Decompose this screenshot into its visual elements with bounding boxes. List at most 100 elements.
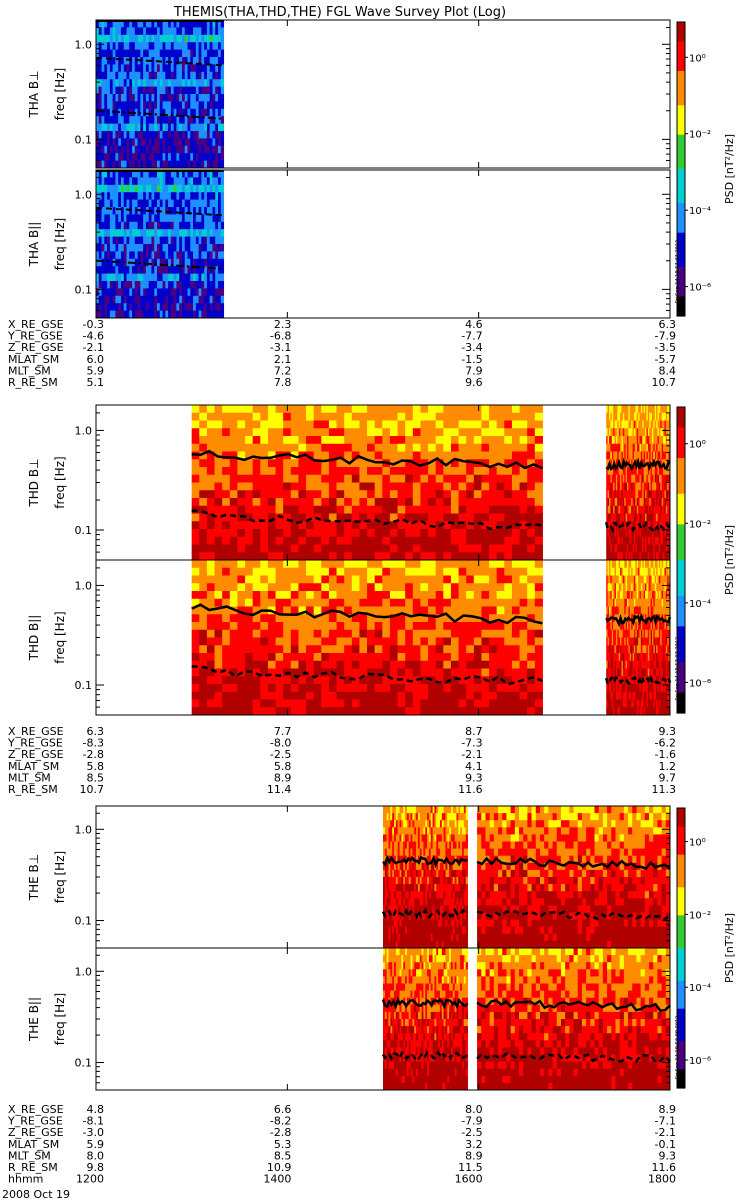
heatmap-cell bbox=[154, 123, 158, 132]
heatmap-cell bbox=[635, 451, 638, 460]
heatmap-cell bbox=[162, 273, 166, 282]
heatmap-cell bbox=[511, 412, 521, 421]
heatmap-cell bbox=[519, 668, 528, 677]
heatmap-cell bbox=[389, 629, 399, 638]
heatmap-cell bbox=[209, 123, 213, 132]
heatmap-cell bbox=[519, 691, 528, 700]
heatmap-cell bbox=[222, 699, 231, 708]
heatmap-cell bbox=[458, 707, 467, 716]
heatmap-cell bbox=[610, 575, 613, 584]
heatmap-cell bbox=[466, 699, 475, 708]
heatmap-cell bbox=[209, 94, 213, 102]
heatmap-cell bbox=[450, 575, 460, 584]
heatmap-cell bbox=[206, 420, 216, 429]
heatmap-cell bbox=[397, 598, 406, 607]
heatmap-cell bbox=[275, 544, 284, 553]
heatmap-cell bbox=[120, 199, 125, 208]
heatmap-cell bbox=[359, 567, 368, 576]
heatmap-cell bbox=[96, 71, 100, 80]
heatmap-cell bbox=[397, 552, 406, 561]
heatmap-cell bbox=[137, 131, 141, 139]
heatmap-cell bbox=[198, 160, 202, 169]
heatmap-cell bbox=[140, 221, 144, 230]
heatmap-cell bbox=[649, 498, 652, 507]
heatmap-cell bbox=[176, 288, 180, 297]
heatmap-cell bbox=[344, 552, 353, 561]
heatmap-cell bbox=[107, 288, 111, 297]
heatmap-cell bbox=[120, 116, 125, 125]
heatmap-cell bbox=[614, 660, 617, 669]
heatmap-cell bbox=[321, 691, 330, 700]
heatmap-cell bbox=[647, 490, 650, 499]
heatmap-cell bbox=[609, 653, 611, 662]
heatmap-cell bbox=[527, 676, 536, 685]
heatmap-cell bbox=[154, 20, 158, 28]
heatmap-cell bbox=[218, 79, 222, 88]
heatmap-cell bbox=[640, 443, 643, 452]
heatmap-cell bbox=[647, 482, 650, 491]
heatmap-cell bbox=[458, 691, 467, 700]
heatmap-cell bbox=[382, 614, 391, 623]
heatmap-cell bbox=[645, 544, 647, 553]
heatmap-cell bbox=[313, 467, 322, 476]
heatmap-cell bbox=[450, 529, 460, 538]
heatmap-cell bbox=[191, 420, 200, 429]
heatmap-cell bbox=[481, 536, 490, 545]
heatmap-cell bbox=[313, 505, 322, 514]
heatmap-cell bbox=[162, 184, 166, 193]
heatmap-cell bbox=[504, 645, 513, 654]
heatmap-cell bbox=[204, 192, 208, 201]
heatmap-cell bbox=[112, 170, 116, 178]
heatmap-cell bbox=[199, 544, 208, 553]
heatmap-cell bbox=[635, 482, 638, 491]
heatmap-cell bbox=[104, 177, 108, 186]
heatmap-cell bbox=[374, 536, 383, 545]
heatmap-cell bbox=[168, 184, 172, 193]
heatmap-cell bbox=[151, 86, 155, 95]
heatmap-cell bbox=[159, 34, 164, 43]
heatmap-cell bbox=[610, 684, 613, 693]
heatmap-cell bbox=[184, 131, 188, 139]
heatmap-cell bbox=[215, 34, 219, 43]
heatmap-cell bbox=[222, 420, 231, 429]
heatmap-cell bbox=[109, 258, 114, 267]
heatmap-cell bbox=[101, 303, 105, 312]
heatmap-cell bbox=[328, 583, 338, 592]
heatmap-cell bbox=[628, 428, 631, 437]
heatmap-cell bbox=[636, 451, 639, 460]
heatmap-cell bbox=[198, 192, 202, 201]
heatmap-cell bbox=[206, 660, 216, 669]
heatmap-cell bbox=[134, 221, 139, 230]
heatmap-cell bbox=[613, 622, 616, 631]
heatmap-cell bbox=[98, 94, 103, 102]
heatmap-cell bbox=[306, 405, 315, 414]
heatmap-cell bbox=[290, 544, 299, 553]
heatmap-cell bbox=[428, 699, 437, 708]
heatmap-cell bbox=[275, 684, 284, 693]
heatmap-cell bbox=[664, 490, 667, 499]
heatmap-cell bbox=[405, 560, 414, 569]
heatmap-cell bbox=[660, 443, 663, 452]
heatmap-cell bbox=[143, 138, 147, 147]
heatmap-cell bbox=[435, 412, 444, 421]
heatmap-cell bbox=[367, 614, 376, 623]
heatmap-cell bbox=[170, 258, 175, 267]
heatmap-cell bbox=[638, 490, 640, 499]
heatmap-cell bbox=[237, 443, 246, 452]
heatmap-cell bbox=[435, 591, 444, 600]
heatmap-cell bbox=[187, 281, 191, 289]
heatmap-cell bbox=[622, 505, 625, 514]
heatmap-cell bbox=[260, 684, 269, 693]
heatmap-cell bbox=[374, 420, 383, 429]
heatmap-cell bbox=[181, 214, 186, 223]
heatmap-cell bbox=[617, 467, 620, 476]
heatmap-cell bbox=[367, 622, 376, 631]
heatmap-cell bbox=[112, 153, 116, 162]
heatmap-cell bbox=[650, 474, 653, 483]
heatmap-cell bbox=[220, 310, 225, 319]
heatmap-cell bbox=[631, 505, 634, 514]
heatmap-cell bbox=[267, 622, 277, 631]
heatmap-cell bbox=[624, 474, 627, 483]
heatmap-cell bbox=[101, 266, 105, 275]
heatmap-cell bbox=[351, 629, 360, 638]
